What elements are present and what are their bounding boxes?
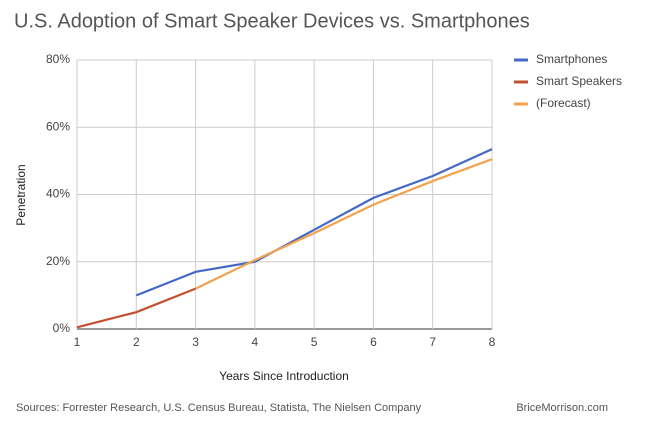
x-tick-label: 8 <box>489 335 496 349</box>
x-tick-label: 3 <box>192 335 199 349</box>
legend-label: (Forecast) <box>536 96 591 110</box>
x-tick-label: 5 <box>311 335 318 349</box>
y-tick-label: 80% <box>46 52 70 66</box>
legend-label: Smart Speakers <box>536 74 622 88</box>
series-line <box>195 158 493 290</box>
sources: Sources: Forrester Research, U.S. Census… <box>16 402 422 414</box>
series-line <box>135 148 493 297</box>
y-axis-label: Penetration <box>14 164 28 225</box>
chart-title: U.S. Adoption of Smart Speaker Devices v… <box>14 10 530 32</box>
x-tick-label: 6 <box>370 335 377 349</box>
y-tick-label: 20% <box>46 254 70 268</box>
legend-label: Smartphones <box>536 52 607 66</box>
x-tick-label: 7 <box>429 335 436 349</box>
y-tick-label: 60% <box>46 119 70 133</box>
x-tick-label: 4 <box>252 335 259 349</box>
x-axis-label: Years Since Introduction <box>219 369 349 383</box>
y-tick-label: 40% <box>46 187 70 201</box>
series-line <box>76 287 196 329</box>
x-tick-label: 1 <box>74 335 81 349</box>
y-tick-label: 0% <box>53 321 71 335</box>
x-tick-label: 2 <box>133 335 140 349</box>
credit: BriceMorrison.com <box>516 402 608 414</box>
